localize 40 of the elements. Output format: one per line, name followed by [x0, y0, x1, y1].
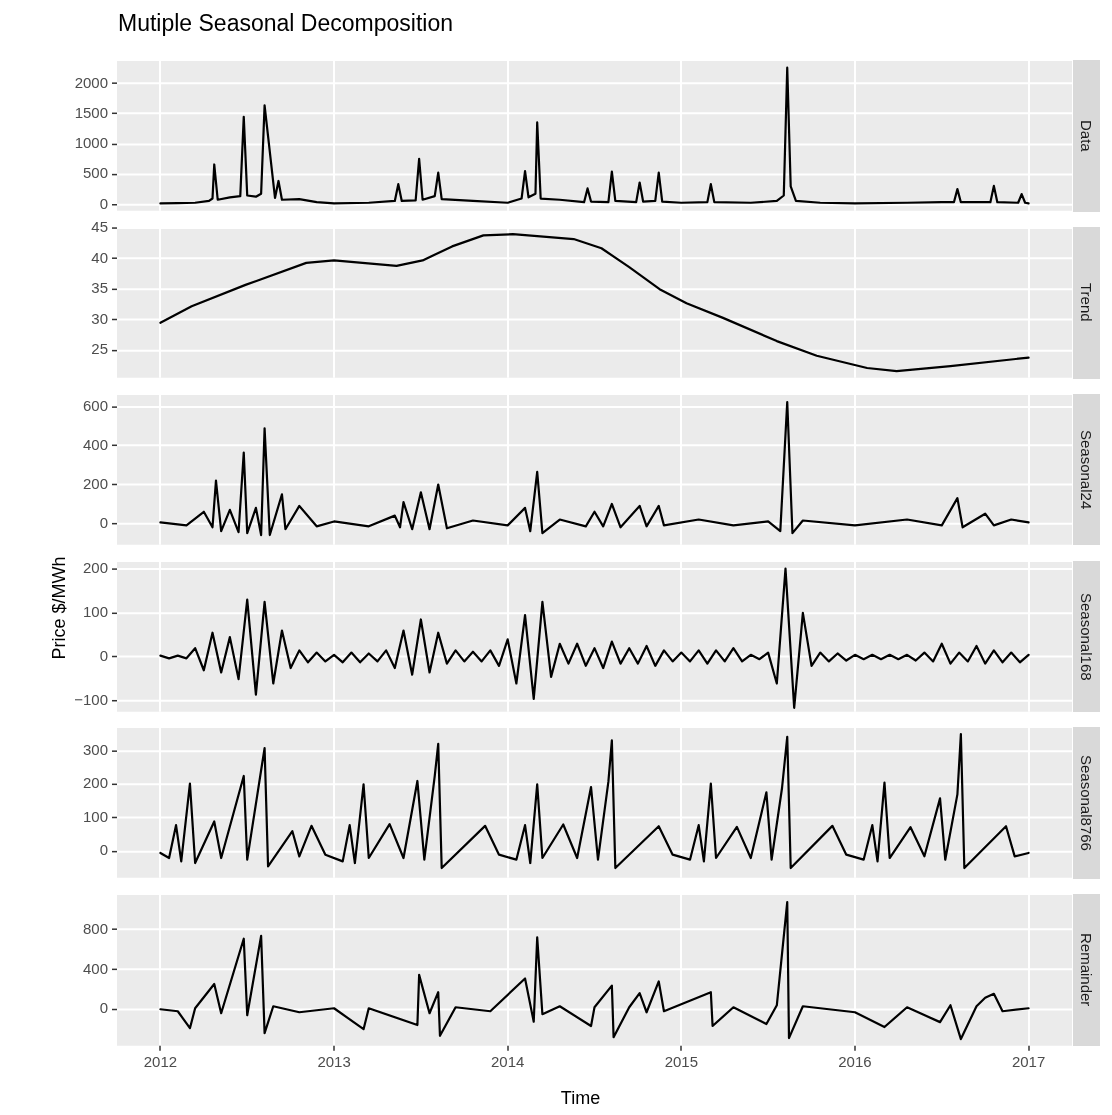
y-tick-label: 400 [83, 435, 108, 453]
y-tick-label: 0 [99, 999, 108, 1017]
y-tick-label: 45 [91, 218, 108, 236]
y-tick-label: 200 [83, 474, 108, 492]
y-tick-label: 0 [99, 513, 108, 531]
y-tick-label: 100 [83, 808, 108, 826]
text: Data [1078, 120, 1095, 152]
text: Seasonal168 [1078, 592, 1095, 681]
y-tick-label: 100 [83, 602, 108, 620]
y-axis-title: Price $/MWh [49, 556, 70, 660]
y-tick-label: 0 [99, 841, 108, 859]
x-tick-label: 2012 [143, 1053, 178, 1071]
y-tick-label: 500 [83, 164, 108, 182]
text: Trend [1078, 283, 1095, 323]
x-axis-title: Time [560, 1088, 601, 1109]
text: Remainder [1078, 933, 1095, 1007]
y-tick-label: 0 [99, 646, 108, 664]
y-tick-label: 400 [82, 959, 108, 977]
y-tick-label: 200 [83, 558, 108, 576]
y-tick-label: −100 [74, 690, 108, 708]
chart-title: Mutiple Seasonal Decomposition [118, 10, 453, 37]
x-tick-label: 2014 [491, 1053, 525, 1071]
y-tick-label: 300 [83, 741, 108, 759]
x-tick-label: 2013 [317, 1053, 351, 1071]
y-tick-label: 2000 [74, 73, 108, 91]
text: Seasonal8766 [1078, 755, 1095, 852]
x-tick-label: 2017 [1011, 1053, 1046, 1071]
y-tick-label: 30 [91, 309, 108, 327]
y-tick-label: 35 [91, 279, 108, 297]
y-tick-label: 40 [91, 248, 108, 266]
y-tick-label: 25 [91, 340, 108, 358]
y-tick-label: 0 [99, 194, 108, 212]
x-tick-label: 2015 [664, 1053, 698, 1071]
y-tick-label: 1500 [74, 103, 108, 121]
x-tick-label: 2016 [838, 1053, 872, 1071]
y-tick-label: 200 [83, 774, 108, 792]
y-tick-label: 800 [82, 919, 108, 937]
text: Seasonal24 [1078, 429, 1095, 510]
y-tick-label: 1000 [74, 134, 108, 152]
y-tick-label: 600 [83, 396, 108, 414]
